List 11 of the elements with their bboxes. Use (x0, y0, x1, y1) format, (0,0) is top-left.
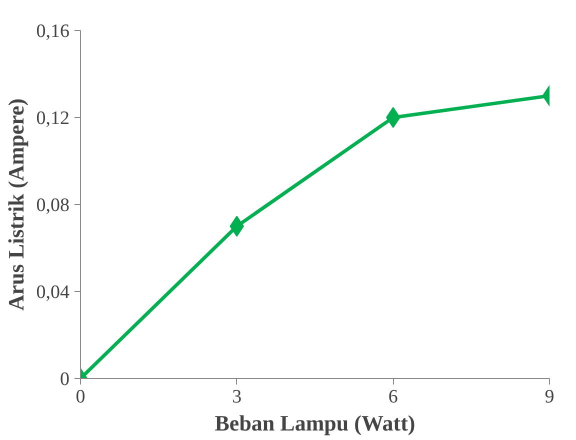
x-tick-label: 0 (76, 386, 86, 408)
x-tick-label: 3 (232, 386, 242, 408)
x-tick-label: 6 (388, 386, 398, 408)
y-tick-label: 0,12 (36, 108, 70, 129)
y-axis-title: Arus Listrik (Ampere) (3, 98, 28, 311)
y-tick-label: 0,04 (36, 282, 70, 303)
y-tick-label: 0,08 (36, 195, 70, 216)
x-axis-title: Beban Lampu (Watt) (214, 410, 416, 436)
y-tick-label: 0,16 (36, 21, 70, 42)
x-tick-label: 9 (544, 386, 554, 408)
y-tick-label: 0 (60, 369, 70, 390)
